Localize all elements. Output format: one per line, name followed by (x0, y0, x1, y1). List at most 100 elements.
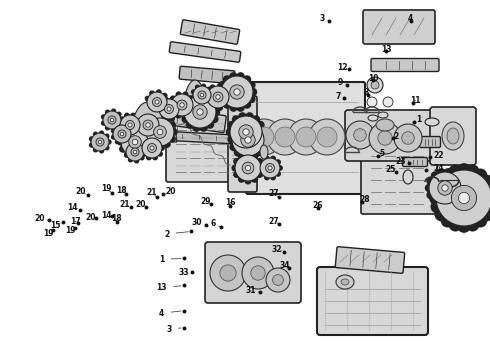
Circle shape (139, 151, 145, 157)
Text: 20: 20 (136, 199, 147, 209)
Circle shape (237, 73, 244, 80)
Circle shape (160, 146, 164, 150)
Circle shape (144, 146, 150, 152)
Circle shape (183, 113, 188, 118)
Text: 3: 3 (167, 325, 181, 334)
FancyBboxPatch shape (166, 106, 252, 182)
Circle shape (317, 127, 337, 147)
Circle shape (180, 103, 184, 107)
Circle shape (164, 117, 170, 123)
Circle shape (230, 130, 237, 136)
Circle shape (260, 160, 264, 164)
Polygon shape (184, 80, 206, 105)
FancyBboxPatch shape (430, 107, 476, 165)
Ellipse shape (378, 112, 388, 118)
Circle shape (171, 96, 175, 101)
Circle shape (346, 121, 374, 149)
Ellipse shape (368, 115, 378, 121)
Circle shape (113, 125, 131, 143)
Circle shape (120, 115, 140, 135)
Circle shape (230, 104, 237, 111)
Circle shape (175, 113, 179, 117)
Text: 13: 13 (156, 284, 181, 293)
Circle shape (259, 129, 266, 135)
Circle shape (118, 130, 126, 138)
Ellipse shape (403, 170, 413, 184)
Circle shape (157, 107, 161, 111)
Text: 8: 8 (364, 89, 369, 98)
Circle shape (223, 76, 230, 83)
Circle shape (193, 105, 207, 119)
Circle shape (193, 124, 200, 131)
FancyBboxPatch shape (180, 20, 240, 44)
FancyBboxPatch shape (246, 82, 365, 194)
Circle shape (252, 176, 257, 182)
Circle shape (288, 119, 324, 155)
Circle shape (266, 163, 274, 172)
Circle shape (442, 185, 448, 191)
Circle shape (119, 118, 123, 122)
Circle shape (429, 172, 461, 204)
Circle shape (164, 141, 170, 147)
Text: 29: 29 (200, 197, 211, 206)
Text: 20: 20 (85, 212, 96, 222)
Circle shape (254, 124, 262, 131)
Circle shape (259, 130, 266, 136)
Circle shape (258, 166, 262, 170)
Circle shape (367, 97, 377, 107)
Circle shape (184, 96, 216, 128)
Circle shape (272, 275, 283, 285)
Circle shape (251, 266, 265, 280)
Circle shape (266, 268, 290, 292)
Circle shape (230, 143, 237, 150)
Circle shape (252, 141, 260, 148)
Circle shape (239, 144, 246, 151)
Circle shape (132, 125, 138, 131)
Circle shape (164, 116, 168, 121)
Circle shape (150, 141, 156, 147)
Text: 32: 32 (271, 245, 282, 253)
Ellipse shape (376, 119, 394, 131)
Circle shape (197, 109, 203, 115)
Circle shape (436, 170, 490, 226)
Circle shape (137, 129, 142, 134)
Circle shape (239, 154, 245, 159)
Circle shape (218, 105, 222, 110)
Ellipse shape (442, 122, 464, 150)
Circle shape (154, 129, 159, 134)
FancyBboxPatch shape (164, 108, 226, 132)
Circle shape (431, 201, 443, 213)
Circle shape (105, 134, 109, 138)
Circle shape (145, 122, 151, 128)
Circle shape (147, 136, 151, 141)
Circle shape (200, 93, 207, 100)
Circle shape (129, 132, 133, 136)
Circle shape (207, 86, 229, 108)
Circle shape (261, 136, 268, 144)
Circle shape (163, 93, 167, 98)
Circle shape (239, 125, 253, 139)
Circle shape (122, 123, 125, 127)
Circle shape (466, 165, 479, 177)
Circle shape (143, 120, 153, 130)
Circle shape (432, 172, 439, 179)
Circle shape (205, 91, 210, 96)
Text: 24: 24 (426, 164, 444, 173)
Circle shape (118, 123, 122, 127)
Text: 19: 19 (65, 226, 75, 235)
Circle shape (451, 197, 459, 204)
Circle shape (142, 140, 146, 144)
Circle shape (438, 181, 452, 195)
Text: 30: 30 (192, 218, 206, 227)
Circle shape (246, 119, 282, 155)
FancyBboxPatch shape (363, 10, 435, 44)
Circle shape (474, 215, 487, 227)
Circle shape (147, 155, 151, 160)
Circle shape (451, 172, 459, 179)
Circle shape (191, 103, 196, 107)
Circle shape (169, 136, 175, 142)
Circle shape (189, 109, 194, 114)
Circle shape (99, 149, 103, 153)
Text: 20: 20 (34, 215, 49, 223)
Circle shape (271, 175, 275, 180)
